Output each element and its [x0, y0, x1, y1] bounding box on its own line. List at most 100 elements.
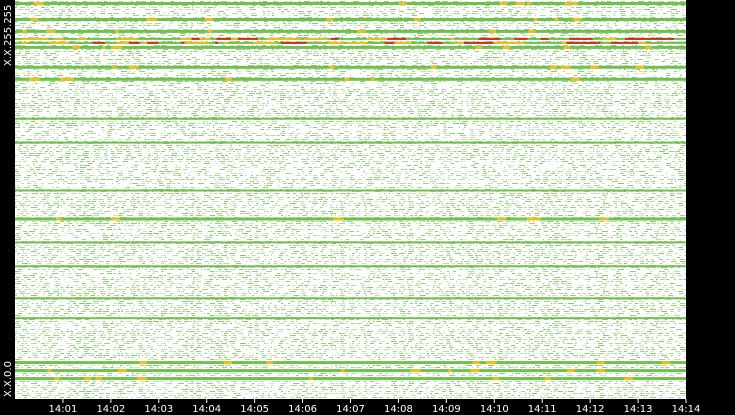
activity-segment — [202, 115, 206, 116]
activity-segment — [50, 97, 52, 98]
activity-segment — [52, 45, 56, 46]
activity-segment — [291, 57, 297, 58]
activity-segment — [650, 49, 652, 50]
activity-segment — [359, 97, 362, 98]
activity-segment — [408, 111, 414, 112]
activity-segment — [156, 105, 162, 106]
activity-segment — [245, 99, 248, 100]
activity-segment — [566, 7, 567, 8]
activity-segment — [483, 109, 486, 110]
activity-segment — [377, 117, 380, 118]
activity-segment — [431, 37, 436, 38]
activity-segment — [661, 53, 664, 54]
activity-segment — [604, 97, 607, 98]
activity-segment — [51, 103, 52, 104]
activity-segment — [59, 117, 64, 118]
activity-segment — [410, 63, 411, 64]
activity-segment — [280, 99, 284, 100]
activity-segment — [517, 83, 519, 84]
activity-segment — [477, 103, 480, 104]
activity-segment — [230, 77, 233, 78]
activity-segment — [307, 17, 312, 18]
activity-segment — [320, 55, 321, 56]
activity-segment — [479, 101, 482, 102]
activity-segment — [312, 23, 318, 24]
activity-segment — [306, 59, 312, 60]
activity-segment — [443, 115, 444, 116]
activity-segment — [558, 93, 564, 94]
activity-segment — [303, 37, 308, 38]
activity-segment — [236, 33, 241, 34]
activity-segment — [491, 89, 492, 90]
activity-segment — [153, 13, 156, 14]
activity-segment — [649, 15, 653, 16]
activity-segment — [390, 9, 396, 10]
activity-segment — [29, 87, 30, 88]
activity-segment — [412, 65, 417, 66]
activity-segment — [335, 123, 337, 124]
activity-segment — [244, 123, 246, 124]
activity-segment — [274, 9, 275, 10]
activity-segment — [66, 15, 71, 16]
activity-segment — [118, 33, 121, 34]
activity-segment — [289, 1, 292, 2]
activity-segment — [324, 81, 327, 82]
activity-segment — [429, 91, 434, 92]
activity-segment — [323, 23, 324, 24]
activity-segment — [323, 83, 329, 84]
activity-segment — [67, 21, 71, 22]
activity-segment — [443, 121, 449, 122]
activity-segment — [281, 107, 287, 108]
activity-segment — [208, 97, 209, 98]
activity-segment — [685, 71, 686, 72]
activity-segment — [37, 91, 40, 92]
activity-segment — [439, 37, 441, 38]
activity-segment — [628, 35, 632, 36]
activity-segment — [23, 25, 24, 26]
activity-segment — [96, 115, 98, 116]
activity-segment — [18, 63, 21, 64]
activity-segment — [436, 109, 437, 110]
activity-segment — [550, 59, 552, 60]
activity-segment — [387, 81, 392, 82]
activity-segment — [583, 77, 587, 78]
activity-segment — [543, 5, 544, 6]
activity-segment — [659, 51, 664, 52]
activity-segment — [99, 63, 101, 64]
activity-segment — [654, 59, 659, 60]
activity-segment — [379, 77, 384, 78]
activity-segment — [113, 65, 117, 66]
activity-segment — [15, 15, 21, 16]
activity-segment — [345, 95, 351, 96]
activity-segment — [430, 51, 433, 52]
activity-segment — [149, 117, 153, 118]
activity-segment — [60, 33, 64, 34]
activity-segment — [504, 77, 506, 78]
activity-segment — [146, 13, 151, 14]
activity-segment — [357, 35, 362, 36]
activity-segment — [671, 95, 674, 96]
activity-segment — [463, 15, 467, 16]
activity-segment — [336, 29, 338, 30]
activity-segment — [49, 37, 51, 38]
activity-segment — [616, 117, 618, 118]
activity-segment — [39, 23, 40, 24]
activity-segment — [25, 51, 30, 52]
activity-segment — [482, 35, 488, 36]
activity-segment — [497, 61, 502, 62]
activity-segment — [195, 69, 196, 70]
activity-segment — [80, 11, 86, 12]
activity-segment — [411, 49, 415, 50]
activity-segment — [180, 97, 181, 98]
activity-segment — [605, 33, 608, 34]
activity-segment — [78, 51, 80, 52]
activity-segment — [558, 37, 563, 38]
activity-segment — [500, 57, 503, 58]
activity-segment — [380, 101, 384, 102]
activity-segment — [682, 13, 684, 14]
activity-segment — [558, 103, 559, 104]
activity-segment — [206, 105, 210, 106]
activity-segment — [226, 25, 232, 26]
activity-segment — [19, 93, 24, 94]
activity-segment — [33, 69, 39, 70]
